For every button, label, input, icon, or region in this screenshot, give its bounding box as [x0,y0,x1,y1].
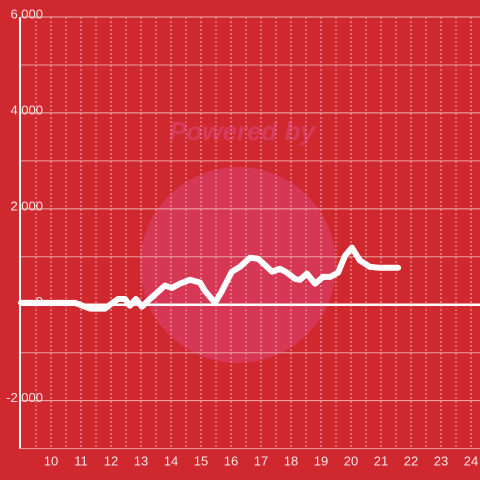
x-tick-label: 21 [374,453,388,468]
x-tick-label: 22 [404,453,418,468]
x-tick-label: 24 [464,453,478,468]
y-tick-label: 4,000 [10,102,43,117]
y-tick-label: 6,000 [10,6,43,21]
x-tick-label: 23 [434,453,448,468]
x-tick-label: 18 [284,453,298,468]
x-tick-label: 14 [164,453,178,468]
y-tick-label: -2,000 [6,390,43,405]
y-tick-label: 2,000 [10,198,43,213]
x-tick-label: 20 [344,453,358,468]
x-tick-label: 15 [194,453,208,468]
watermark: Powered by [169,116,316,146]
data-line [18,244,402,312]
x-tick-label: 11 [74,453,88,468]
x-tick-label: 13 [134,453,148,468]
x-tick-label: 10 [44,453,58,468]
x-tick-label: 19 [314,453,328,468]
x-tick-label: 16 [224,453,238,468]
x-tick-label: 12 [104,453,118,468]
x-tick-label: 17 [254,453,268,468]
